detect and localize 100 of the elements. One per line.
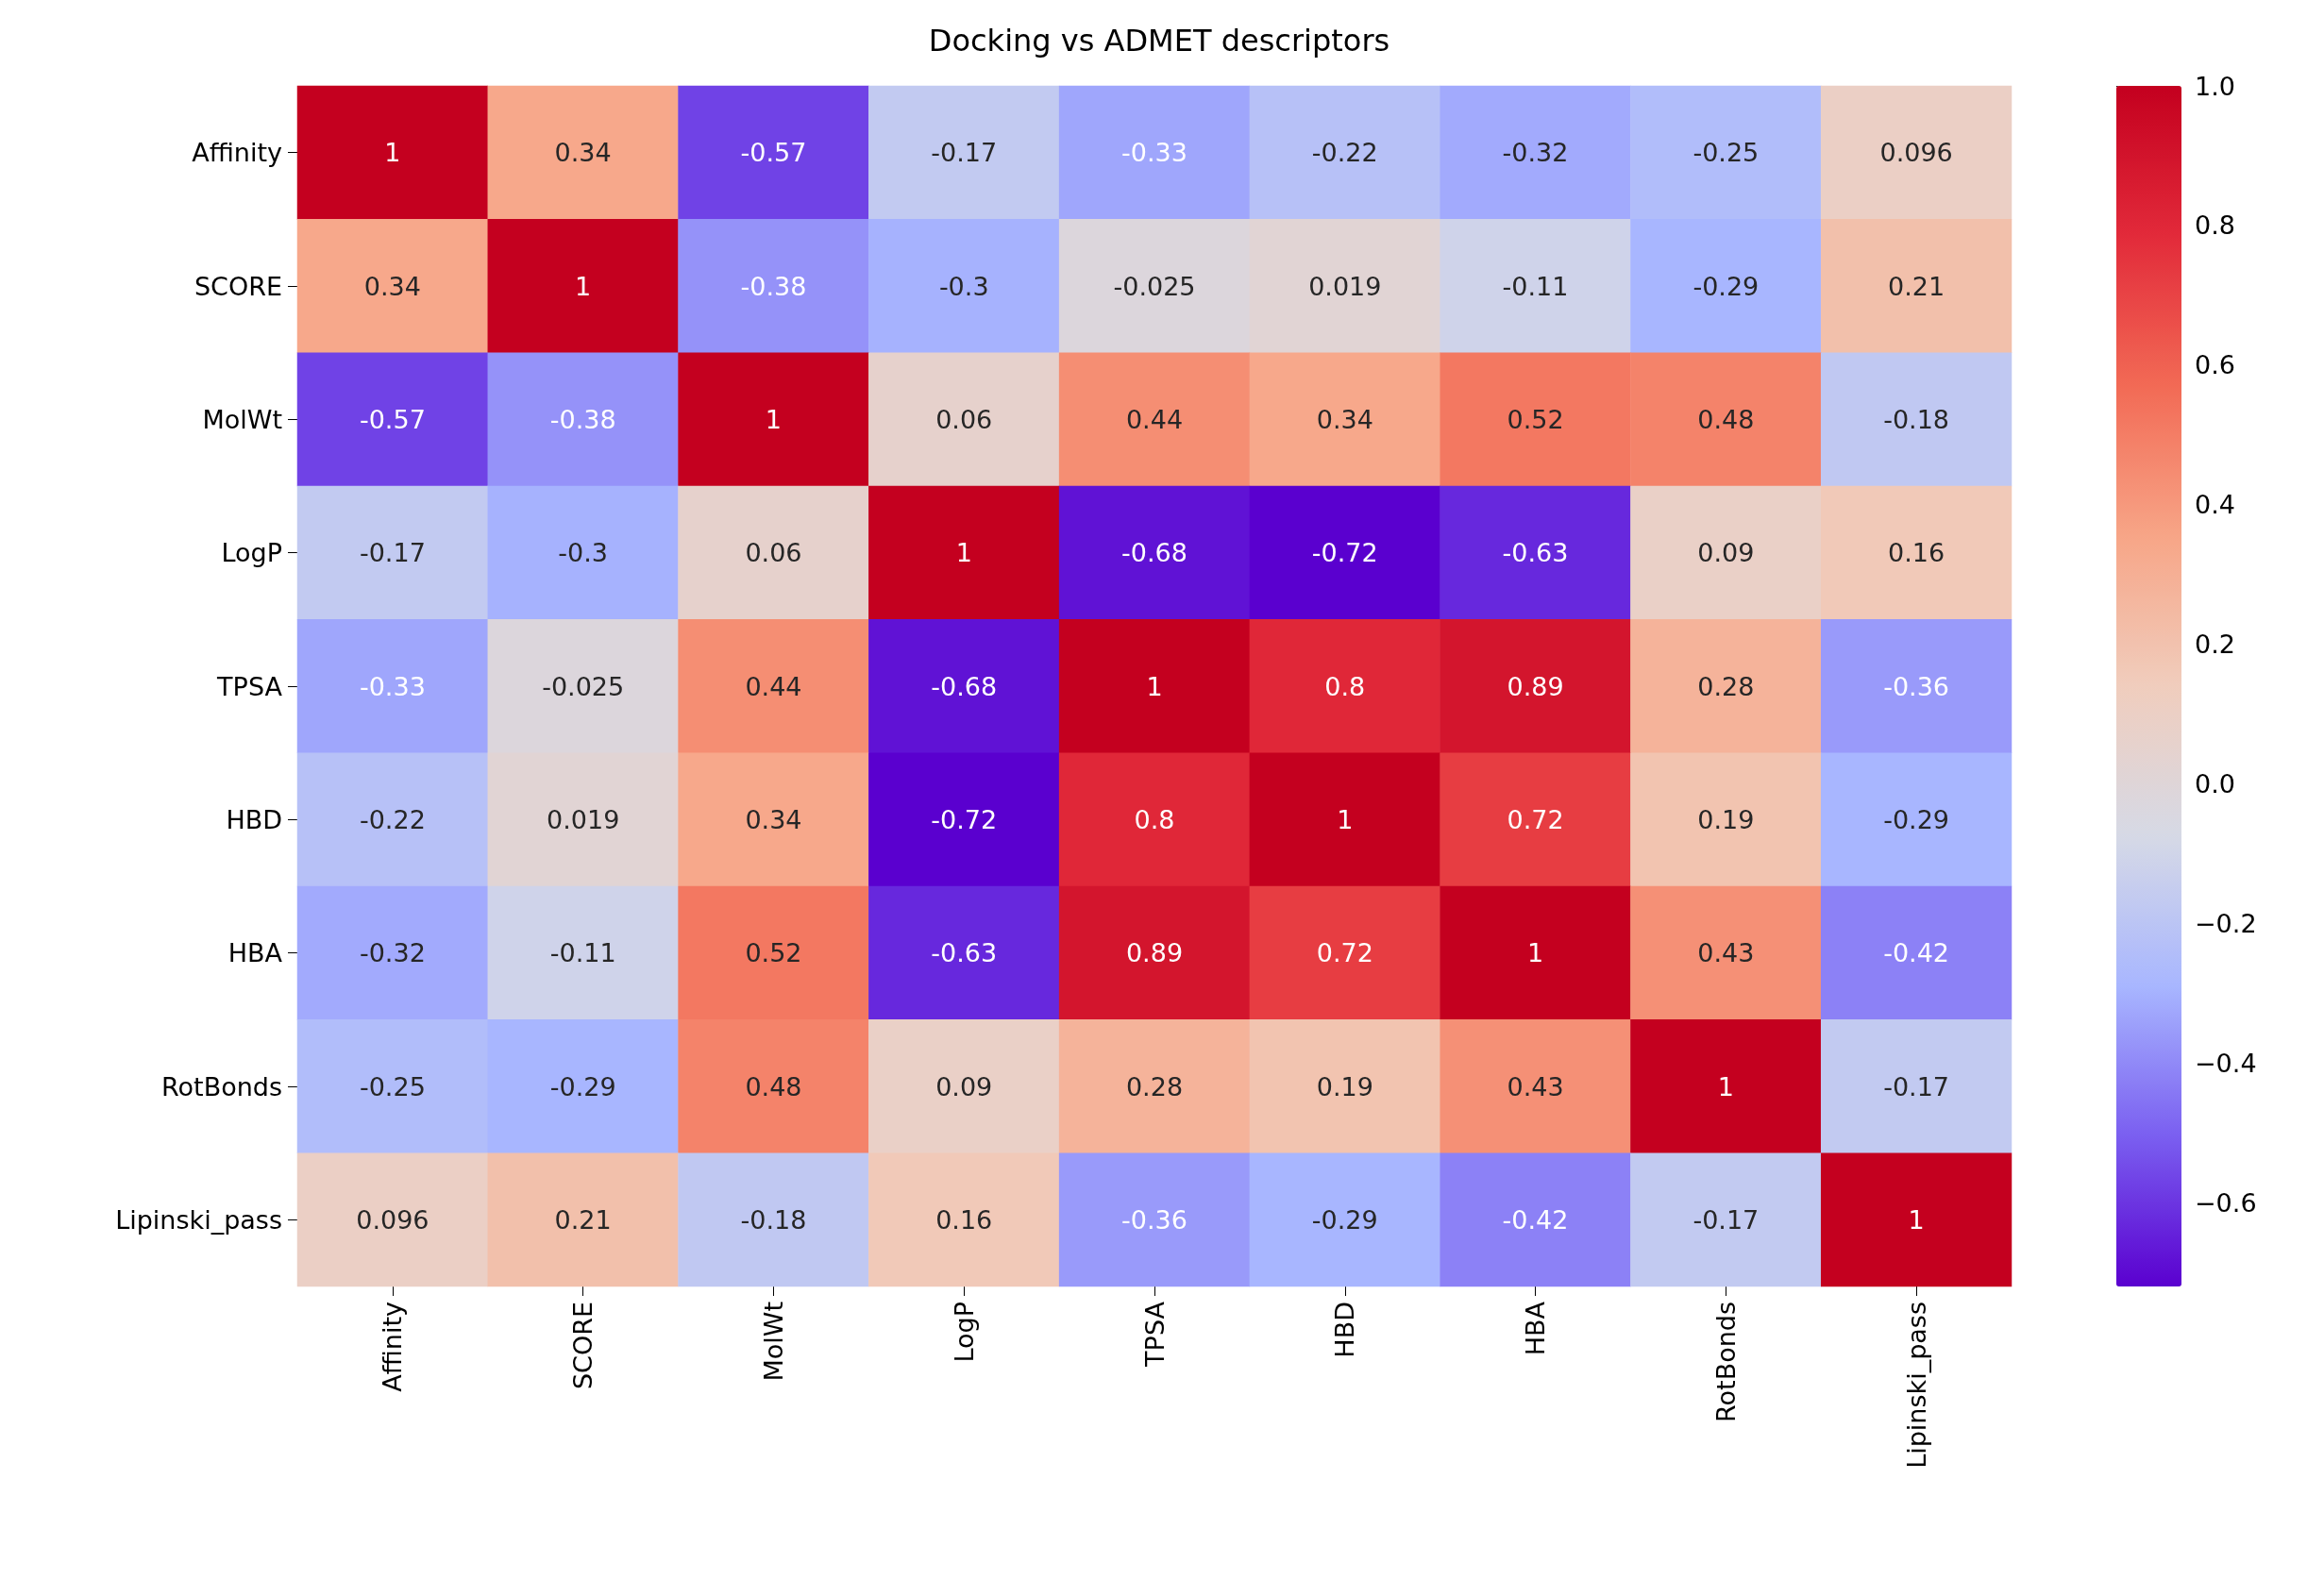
data-label: 0.09 — [935, 1071, 993, 1101]
color-bar-label: 0.0 — [2195, 769, 2235, 799]
data-label: -0.25 — [1692, 138, 1760, 168]
data-label: -0.18 — [740, 1204, 807, 1235]
data-label: 0.019 — [1308, 271, 1382, 301]
data-label: 0.34 — [1316, 404, 1373, 434]
data-label: -0.42 — [1883, 938, 1950, 968]
data-label: 0.096 — [1879, 138, 1953, 168]
data-label: -0.17 — [1692, 1204, 1760, 1235]
data-label: 0.16 — [1888, 538, 1945, 568]
data-label: -0.33 — [1121, 138, 1187, 168]
x-tick-label: TPSA — [1139, 1301, 1170, 1368]
data-label: -0.3 — [938, 271, 989, 301]
data-label: 0.21 — [554, 1204, 612, 1235]
data-label: 1 — [1146, 671, 1163, 701]
data-label: -0.025 — [542, 671, 625, 701]
data-label: -0.29 — [1692, 271, 1760, 301]
data-label: 1 — [384, 138, 401, 168]
data-label: 0.34 — [363, 271, 421, 301]
data-label: -0.36 — [1121, 1204, 1187, 1235]
data-label: 0.89 — [1507, 671, 1564, 701]
data-label: -0.18 — [1883, 404, 1950, 434]
data-label: 0.28 — [1125, 1071, 1184, 1101]
data-label: -0.32 — [359, 938, 426, 968]
data-label: -0.29 — [1883, 804, 1950, 834]
data-label: -0.17 — [359, 538, 426, 568]
data-label: 0.8 — [1134, 804, 1175, 834]
data-label: -0.33 — [359, 671, 426, 701]
y-tick-label: SCORE — [194, 271, 282, 301]
x-tick-label: Lipinski_pass — [1901, 1302, 1931, 1469]
data-label: -0.17 — [1883, 1071, 1950, 1101]
data-label: 0.52 — [745, 938, 802, 968]
data-label: 0.06 — [745, 538, 802, 568]
x-tick-label: RotBonds — [1710, 1302, 1741, 1423]
color-bar-label: −0.6 — [2195, 1187, 2257, 1218]
data-label: 0.43 — [1697, 938, 1755, 968]
data-label: 0.16 — [935, 1204, 993, 1235]
data-label: 0.34 — [554, 138, 612, 168]
data-label: 0.48 — [1697, 404, 1755, 434]
data-label: 1 — [1337, 804, 1354, 834]
data-label: -0.72 — [1311, 538, 1378, 568]
x-tick-label: HBD — [1330, 1302, 1360, 1358]
data-label: -0.17 — [931, 138, 998, 168]
data-label: 0.43 — [1507, 1071, 1564, 1101]
data-label: -0.38 — [549, 404, 616, 434]
data-label: -0.36 — [1883, 671, 1950, 701]
data-label: -0.11 — [1502, 271, 1569, 301]
y-tick-label: Lipinski_pass — [115, 1204, 282, 1235]
x-tick-label: HBA — [1521, 1301, 1551, 1356]
data-label: 1 — [1717, 1071, 1734, 1101]
data-label: 0.19 — [1316, 1071, 1373, 1101]
y-tick-label: HBA — [227, 938, 283, 968]
data-label: -0.57 — [740, 138, 807, 168]
data-label: 0.72 — [1507, 804, 1564, 834]
y-tick-label: MolWt — [202, 404, 282, 434]
data-label: 0.06 — [935, 404, 993, 434]
data-label: -0.29 — [549, 1071, 616, 1101]
data-label: -0.25 — [359, 1071, 426, 1101]
data-label: -0.22 — [359, 804, 426, 834]
data-label: 0.19 — [1697, 804, 1755, 834]
color-bar-label: 0.8 — [2195, 210, 2235, 241]
data-label: -0.63 — [1502, 538, 1569, 568]
color-bar-label: 0.4 — [2195, 490, 2235, 520]
data-label: -0.63 — [931, 938, 998, 968]
x-tick-label: Affinity — [378, 1301, 408, 1392]
data-label: -0.32 — [1502, 138, 1569, 168]
color-bar-label: −0.4 — [2195, 1048, 2257, 1078]
data-label: -0.11 — [549, 938, 616, 968]
data-label: -0.38 — [740, 271, 807, 301]
data-label: 1 — [765, 404, 783, 434]
data-label: 0.28 — [1697, 671, 1755, 701]
chart-title: Docking vs ADMET descriptors — [928, 23, 1390, 59]
data-label: 0.48 — [745, 1071, 802, 1101]
data-label: 0.019 — [547, 804, 620, 834]
color-bar-label: 0.6 — [2195, 350, 2235, 380]
data-label: 0.52 — [1507, 404, 1564, 434]
data-label: -0.72 — [931, 804, 998, 834]
data-label: 0.8 — [1324, 671, 1366, 701]
data-label: -0.29 — [1311, 1204, 1378, 1235]
x-tick-label: LogP — [949, 1302, 979, 1363]
data-label: 0.096 — [356, 1204, 429, 1235]
data-label: 1 — [575, 271, 592, 301]
data-label: -0.68 — [931, 671, 998, 701]
data-label: -0.22 — [1311, 138, 1378, 168]
x-tick-label: MolWt — [758, 1302, 788, 1382]
y-tick-label: Affinity — [192, 138, 283, 168]
y-tick-label: RotBonds — [160, 1071, 282, 1101]
color-bar-label: 0.2 — [2195, 630, 2235, 660]
data-label: -0.025 — [1113, 271, 1196, 301]
data-label: 0.21 — [1888, 271, 1945, 301]
data-label: 1 — [1908, 1204, 1925, 1235]
data-label: -0.68 — [1121, 538, 1187, 568]
data-label: 0.34 — [745, 804, 802, 834]
data-label: -0.57 — [359, 404, 426, 434]
y-tick-label: LogP — [221, 538, 282, 568]
data-label: -0.42 — [1502, 1204, 1569, 1235]
data-label: 1 — [955, 538, 972, 568]
data-label: 0.72 — [1316, 938, 1373, 968]
y-tick-label: TPSA — [216, 671, 283, 701]
y-tick-label: HBD — [226, 804, 282, 834]
